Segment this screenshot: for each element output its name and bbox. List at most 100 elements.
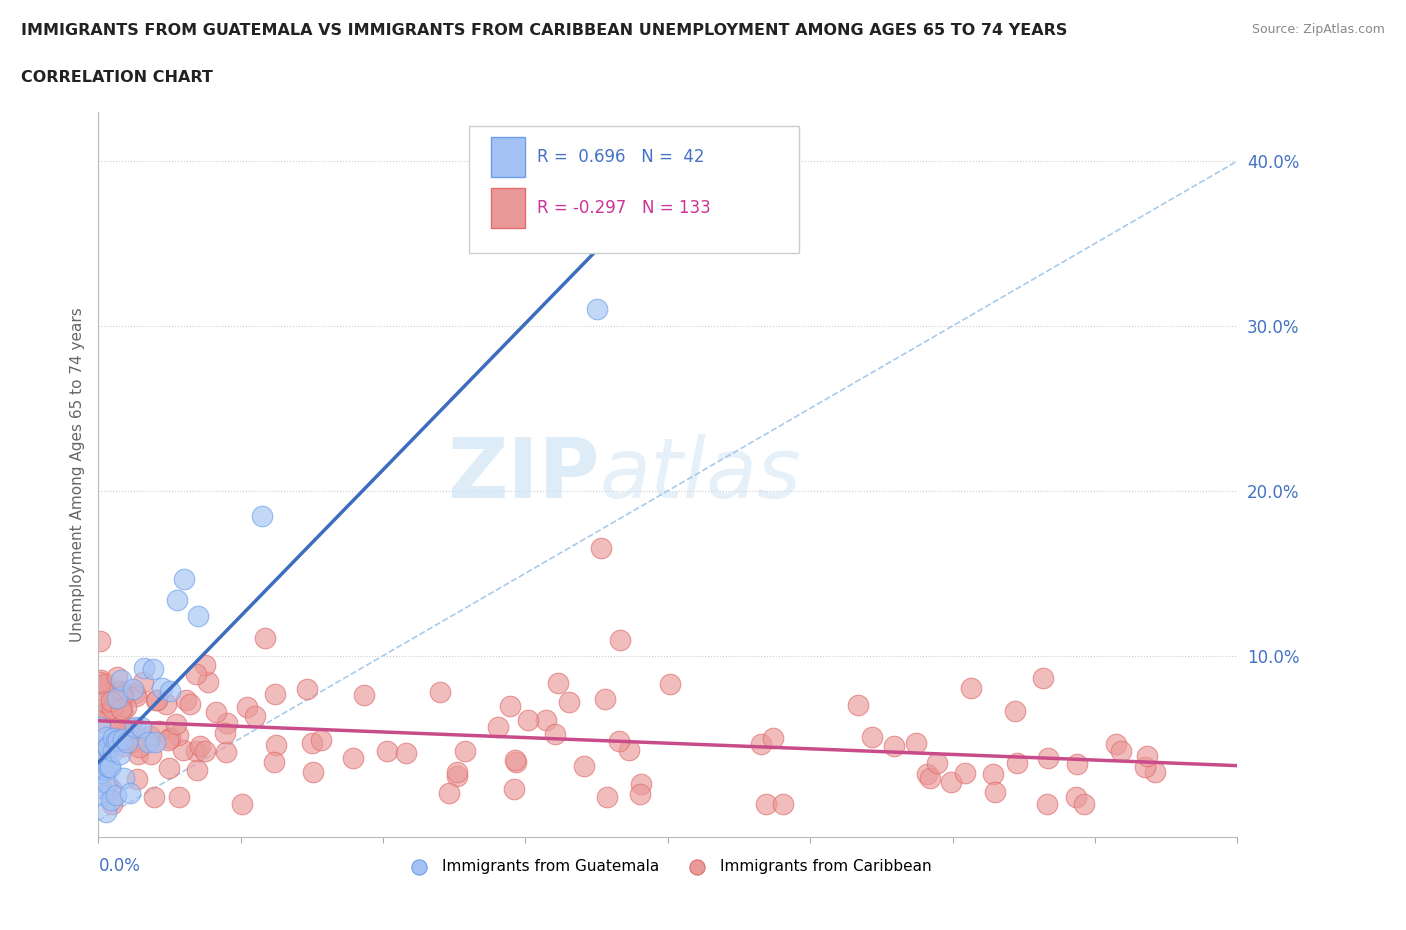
Point [166, 592, 188, 607]
Point [301, 736, 323, 751]
Point [186, 763, 208, 777]
Point [110, 672, 132, 687]
Text: 0.0%: 0.0% [98, 857, 141, 875]
Legend: Immigrants from Guatemala, Immigrants from Caribbean: Immigrants from Guatemala, Immigrants fr… [398, 853, 938, 880]
Point [751, 737, 773, 751]
Point [215, 745, 238, 760]
Point [105, 670, 128, 684]
Point [939, 775, 962, 790]
Point [558, 694, 581, 709]
Point [139, 747, 162, 762]
Point [231, 797, 253, 812]
Point [90, 672, 112, 687]
Point [502, 782, 524, 797]
Point [89, 634, 111, 649]
Point [437, 786, 460, 801]
Point [93, 755, 115, 770]
Point [124, 720, 146, 735]
Point [165, 717, 187, 732]
Point [628, 787, 651, 802]
Point [90, 714, 112, 729]
Point [118, 724, 141, 738]
Point [1143, 764, 1166, 779]
Point [121, 735, 143, 750]
Y-axis label: Unemployment Among Ages 65 to 74 years: Unemployment Among Ages 65 to 74 years [69, 307, 84, 642]
Point [585, 302, 607, 317]
Point [188, 738, 211, 753]
Point [846, 698, 869, 712]
Point [115, 735, 138, 750]
Point [96, 704, 118, 719]
Point [145, 734, 167, 749]
Point [94, 676, 117, 691]
Point [127, 747, 149, 762]
Point [1066, 757, 1088, 772]
Point [89, 674, 111, 689]
Point [159, 730, 181, 745]
Point [984, 785, 1007, 800]
Point [918, 771, 941, 786]
Point [375, 744, 398, 759]
Point [960, 680, 983, 695]
Point [194, 658, 217, 672]
Point [148, 724, 170, 738]
Point [90, 781, 112, 796]
FancyBboxPatch shape [468, 126, 799, 253]
Point [264, 686, 287, 701]
Point [98, 759, 121, 774]
Text: CORRELATION CHART: CORRELATION CHART [21, 70, 212, 85]
Point [96, 776, 118, 790]
Point [112, 725, 135, 740]
Point [762, 731, 785, 746]
Point [547, 676, 569, 691]
Point [91, 752, 114, 767]
Point [173, 571, 195, 586]
Point [141, 662, 163, 677]
Point [118, 785, 141, 800]
Point [755, 797, 778, 812]
Point [184, 667, 207, 682]
Point [301, 764, 323, 779]
Point [499, 699, 522, 714]
Point [94, 695, 117, 710]
Point [90, 766, 112, 781]
Point [1073, 797, 1095, 812]
Point [89, 719, 111, 734]
Point [172, 742, 194, 757]
Point [955, 766, 977, 781]
Point [101, 743, 124, 758]
Point [595, 692, 617, 707]
Point [179, 697, 201, 711]
Point [236, 699, 259, 714]
Point [125, 689, 148, 704]
Point [253, 631, 276, 645]
Point [607, 734, 630, 749]
Point [250, 508, 273, 523]
Point [112, 770, 135, 785]
Point [166, 727, 188, 742]
Point [96, 739, 118, 754]
Point [111, 686, 134, 701]
Point [167, 790, 190, 804]
Point [132, 661, 155, 676]
Point [107, 733, 129, 748]
Point [589, 541, 612, 556]
Point [309, 733, 332, 748]
Text: R = -0.297   N = 133: R = -0.297 N = 133 [537, 199, 710, 217]
Point [486, 720, 509, 735]
Point [136, 735, 159, 750]
Point [155, 697, 177, 711]
Point [187, 608, 209, 623]
Point [110, 689, 132, 704]
Point [111, 722, 134, 737]
Point [1004, 703, 1026, 718]
Point [1064, 790, 1087, 804]
Point [93, 701, 115, 716]
Point [981, 767, 1004, 782]
Point [101, 701, 124, 716]
Point [105, 691, 128, 706]
Point [214, 725, 236, 740]
Point [91, 788, 114, 803]
Point [157, 761, 180, 776]
Text: Source: ZipAtlas.com: Source: ZipAtlas.com [1251, 23, 1385, 36]
